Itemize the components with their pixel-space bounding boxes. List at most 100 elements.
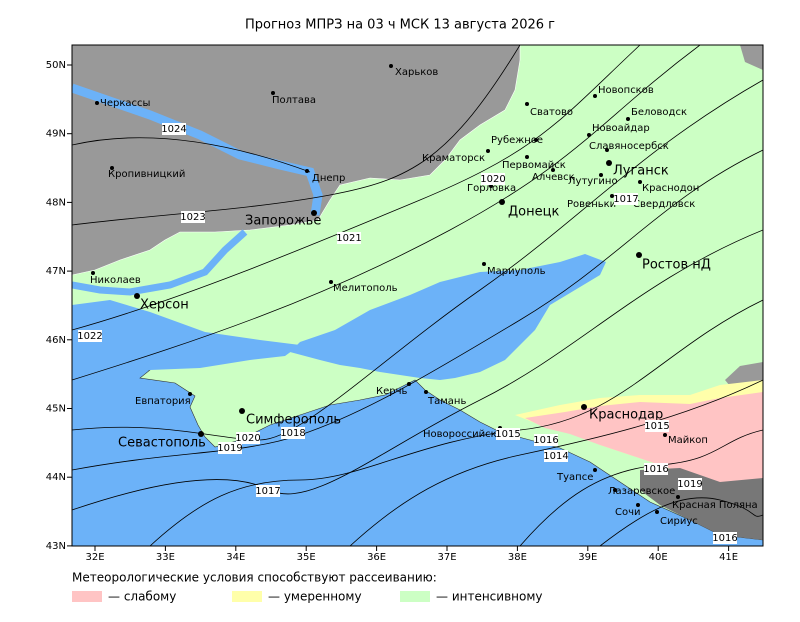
city-dot: [486, 149, 490, 153]
city-label: Краснодон: [642, 183, 699, 194]
lat-tick-label: 47N: [46, 266, 66, 277]
legend-swatch: [72, 591, 102, 602]
isobar-label-bg: [614, 193, 638, 205]
lon-tick-label: 41E: [719, 552, 738, 563]
reservoir: [72, 83, 323, 216]
city-dot: [599, 173, 603, 177]
map-frame: [71, 44, 764, 547]
city-label: Новороссийск: [423, 429, 497, 440]
city-dot: [424, 390, 428, 394]
isobar-label: 1015: [644, 421, 669, 432]
city-dot: [638, 180, 642, 184]
isobar-label-bg: [645, 420, 669, 432]
city-label: Ровеньки: [567, 199, 616, 210]
city-dot: [593, 94, 597, 98]
isobar-label-bg: [644, 463, 668, 475]
city-label: Лазаревское: [608, 486, 675, 497]
isobar-label: 1019: [677, 479, 702, 490]
map-area: [72, 45, 763, 546]
city-label: Новопсков: [598, 85, 654, 96]
city-label: Тамань: [427, 396, 466, 407]
isobar-label: 1016: [533, 435, 558, 446]
city-label: Новоайдар: [592, 123, 650, 134]
isobar-label: 1014: [543, 451, 568, 462]
river: [72, 229, 248, 296]
isobar-label-bg: [236, 432, 260, 444]
legend-swatch: [232, 591, 262, 602]
city-dot: [610, 194, 614, 198]
gulf: [72, 300, 300, 378]
city-label: Херсон: [140, 298, 189, 313]
mountains: [640, 468, 763, 540]
lon-tick-label: 35E: [297, 552, 316, 563]
city-label: Славяносербск: [589, 141, 669, 152]
city-dot: [110, 166, 114, 170]
city-label: Симферополь: [246, 413, 341, 428]
city-label: Горловка: [467, 183, 516, 194]
city-dot: [305, 169, 309, 173]
isobar-label-bg: [544, 450, 568, 462]
city-dot: [636, 503, 640, 507]
lat-tick-label: 48N: [46, 197, 66, 208]
city-dot: [389, 64, 393, 68]
isobar-label-bg: [713, 532, 737, 544]
isobar-label: 1016: [643, 464, 668, 475]
map-title: Прогноз МПРЗ на 03 ч МСК 13 августа 2026…: [245, 18, 555, 33]
city-label: Запорожье: [245, 214, 321, 229]
city-dot: [655, 510, 659, 514]
azov-sea: [290, 254, 606, 380]
city-dot: [605, 148, 609, 152]
city-dot: [525, 155, 529, 159]
lat-tick-label: 49N: [46, 129, 66, 140]
legend-label: — умеренному: [268, 590, 362, 604]
city-dot: [676, 495, 680, 499]
isobar-label-bg: [281, 427, 305, 439]
city-dot: [134, 293, 140, 299]
isobar-label: 1021: [336, 233, 361, 244]
city-dot: [525, 102, 529, 106]
weak-zone: [525, 392, 763, 495]
city-label: Черкассы: [100, 98, 150, 109]
city-label: Краматорск: [422, 153, 485, 164]
city-dot: [329, 280, 333, 284]
city-label: Майкоп: [668, 435, 708, 446]
city-label: Евпатория: [135, 396, 191, 407]
isobar-label: 1024: [161, 124, 186, 135]
lat-tick-label: 50N: [46, 60, 66, 71]
isobar-label: 1022: [77, 331, 102, 342]
lon-tick-label: 40E: [649, 552, 668, 563]
city-label: Алчевск: [532, 172, 575, 183]
city-label: Кропивницкий: [108, 169, 185, 180]
city-dot: [188, 392, 192, 396]
city-dot: [593, 468, 597, 472]
city-label: Донецк: [508, 205, 559, 220]
city-label: Сочи: [615, 507, 641, 518]
city-label: Свердловск: [633, 199, 695, 210]
isobar-label: 1020: [480, 174, 505, 185]
isobar-label: 1016: [712, 533, 737, 544]
lat-tick-label: 45N: [46, 404, 66, 415]
lat-tick-label: 43N: [46, 541, 66, 552]
city-dot: [606, 160, 612, 166]
city-label: Севастополь: [118, 436, 206, 451]
city-label: Первомайск: [502, 160, 566, 171]
isobar-label-bg: [496, 428, 520, 440]
lon-tick-label: 32E: [85, 552, 104, 563]
isobar-label: 1019: [217, 443, 242, 454]
city-label: Краснодар: [589, 408, 663, 423]
isobar-label: 1017: [255, 486, 280, 497]
isobar-label-bg: [78, 330, 102, 342]
isobar-label: 1018: [280, 428, 305, 439]
city-dot: [239, 408, 245, 414]
legend-swatch: [400, 591, 430, 602]
city-label: Лутугино: [568, 176, 618, 187]
isobar-label-bg: [218, 442, 242, 454]
lon-tick-label: 36E: [367, 552, 386, 563]
city-dot: [636, 252, 642, 258]
city-label: Керчь: [376, 386, 408, 397]
city-label: Беловодск: [631, 107, 687, 118]
neighbor-land: [740, 45, 763, 70]
city-dot: [95, 101, 99, 105]
city-label: Рубежное: [491, 135, 543, 146]
